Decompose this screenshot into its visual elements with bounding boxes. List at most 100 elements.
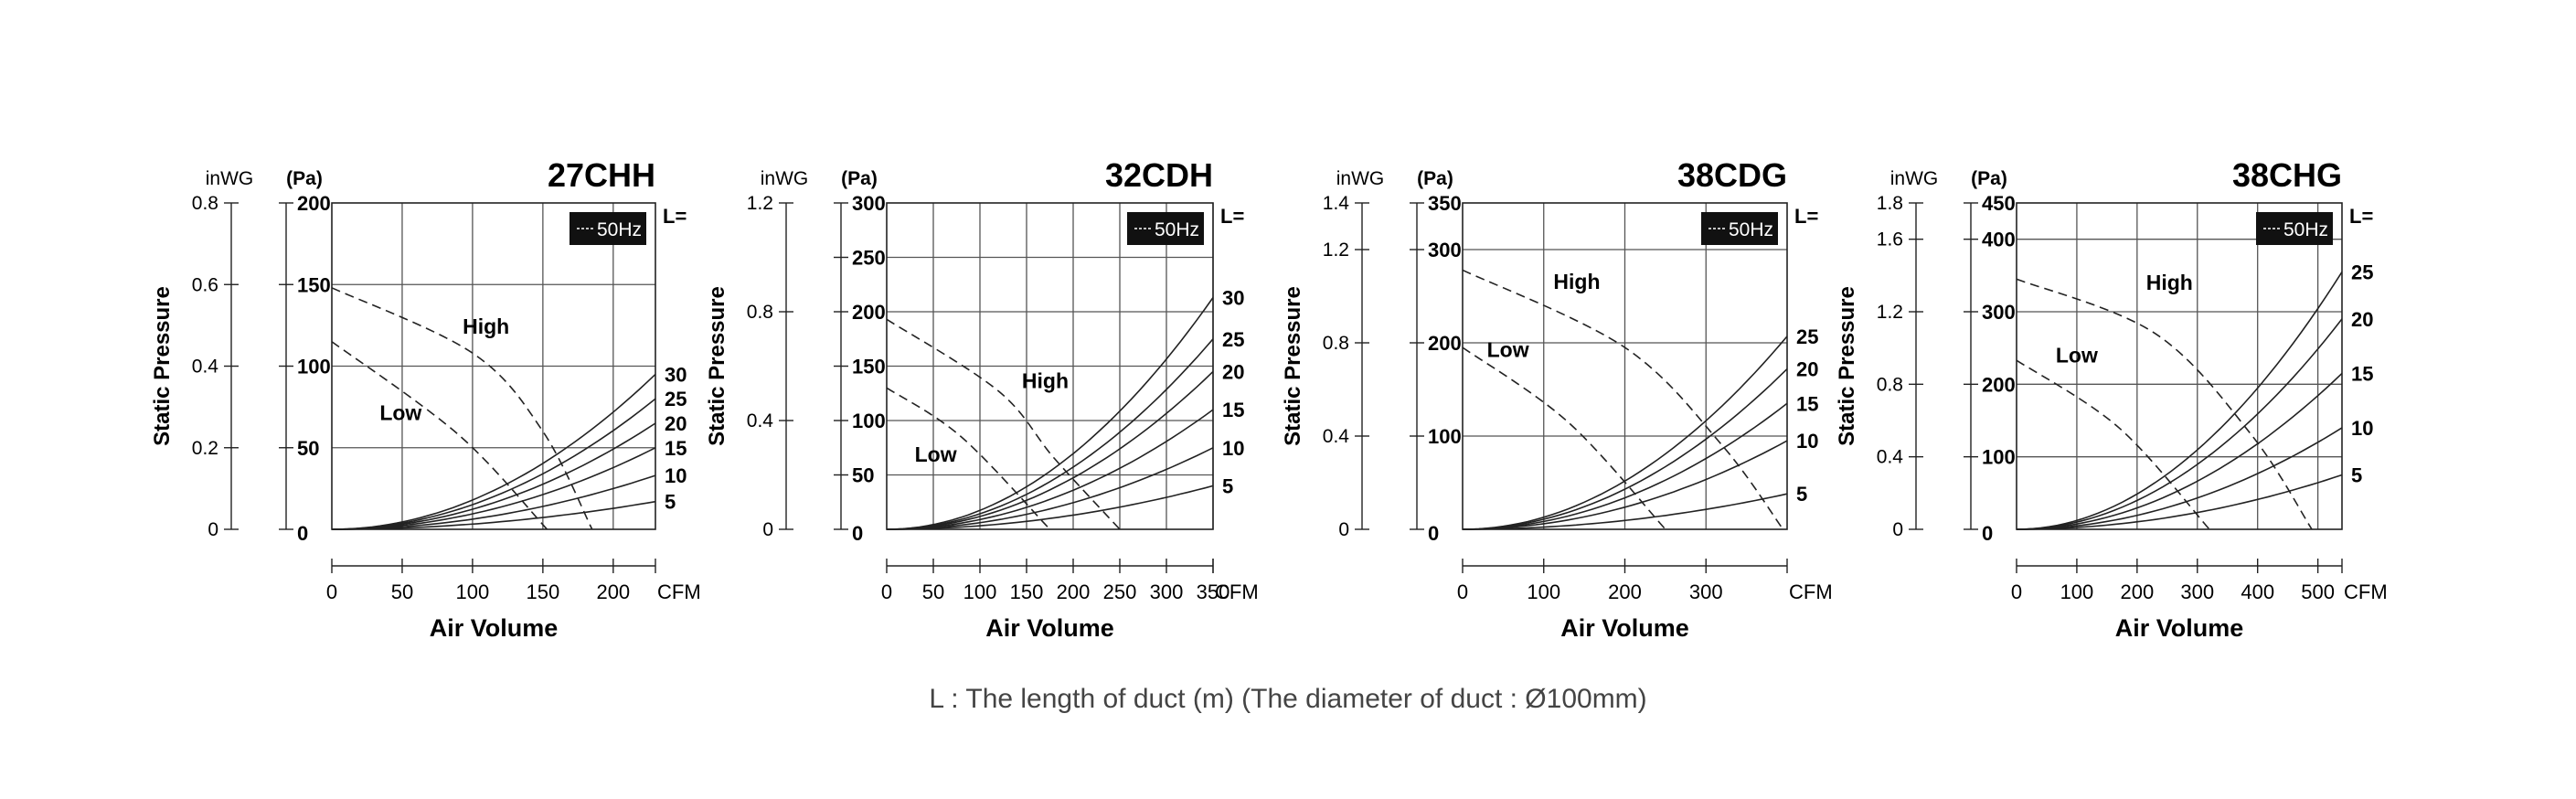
x-tick-label: 150 xyxy=(527,581,560,603)
duct-curve-label: 25 xyxy=(1222,328,1244,351)
inwg-tick-label: 1.2 xyxy=(1877,302,1903,323)
x-tick-label: 100 xyxy=(456,581,490,603)
pa-tick-label: 250 xyxy=(852,247,886,270)
x-tick-label: 0 xyxy=(326,581,337,603)
duct-curve-label: 15 xyxy=(1222,399,1244,421)
pa-tick-label: 50 xyxy=(297,437,319,460)
duct-curve-25 xyxy=(2016,271,2343,530)
fan-curve-low xyxy=(886,387,1051,530)
fan-curve-label: Low xyxy=(379,400,421,424)
inwg-tick-label: 0.8 xyxy=(747,302,773,323)
duct-curve-15 xyxy=(2016,372,2343,530)
x-unit-label: CFM xyxy=(1215,581,1259,603)
pa-tick-label: 350 xyxy=(1428,192,1462,215)
fan-curve-high xyxy=(2016,278,2313,530)
pa-tick-label: 200 xyxy=(1428,332,1462,355)
y-axis-title: Static Pressure xyxy=(1835,286,1859,446)
duct-curve-label: 5 xyxy=(665,491,676,514)
inwg-tick-label: 1.2 xyxy=(1323,240,1349,261)
x-tick-label: 300 xyxy=(1150,581,1184,603)
duct-curve-30 xyxy=(886,297,1214,530)
duct-curve-label: 20 xyxy=(1222,360,1244,383)
duct-curve-15 xyxy=(886,409,1214,530)
pa-unit-label: (Pa) xyxy=(841,168,878,189)
pa-tick-label: 0 xyxy=(1428,522,1439,545)
inwg-tick-label: 0 xyxy=(208,519,218,540)
duct-curve-25 xyxy=(886,338,1214,530)
fan-curve-label: High xyxy=(463,314,509,338)
duct-curve-20 xyxy=(331,422,656,530)
x-tick-label: 250 xyxy=(1103,581,1137,603)
x-tick-label: 300 xyxy=(2180,581,2214,603)
x-axis-title: Air Volume xyxy=(2115,614,2244,642)
inwg-tick-label: 1.4 xyxy=(1323,193,1350,214)
chart-title: 38CDG xyxy=(1677,156,1787,194)
duct-curve-5 xyxy=(332,500,656,530)
fan-curve-label: Low xyxy=(2056,344,2098,368)
fan-curve-label: Low xyxy=(1487,337,1529,361)
duct-curve-label: 5 xyxy=(1222,474,1233,497)
duct-curve-10 xyxy=(2016,427,2343,530)
duct-curve-label: 15 xyxy=(2351,362,2373,385)
duct-curve-label: 15 xyxy=(1796,392,1818,415)
x-tick-label: 100 xyxy=(963,581,997,603)
fan-curve-high xyxy=(1462,269,1784,530)
plot-frame xyxy=(1462,202,1788,530)
duct-curve-label: 10 xyxy=(1796,430,1818,453)
inwg-tick-label: 0.2 xyxy=(192,438,218,459)
pa-tick-label: 0 xyxy=(852,522,863,545)
inwg-tick-label: 1.6 xyxy=(1877,229,1903,250)
legend-label: 50Hz xyxy=(597,219,642,240)
legend-label: 50Hz xyxy=(1155,219,1199,240)
pa-tick-label: 200 xyxy=(852,301,886,324)
y-axis-title: Static Pressure xyxy=(705,286,729,446)
x-unit-label: CFM xyxy=(657,581,701,603)
duct-curve-label: 20 xyxy=(2351,308,2373,331)
inwg-unit-label: inWG xyxy=(206,168,254,189)
pa-tick-label: 50 xyxy=(852,464,874,487)
duct-curve-30 xyxy=(331,373,656,530)
chart-title: 32CDH xyxy=(1105,156,1213,194)
y-axis-title: Static Pressure xyxy=(1281,286,1305,446)
inwg-tick-label: 0 xyxy=(1338,519,1349,540)
pa-tick-label: 300 xyxy=(852,192,886,215)
duct-curve-label: 10 xyxy=(2351,417,2373,440)
inwg-unit-label: inWG xyxy=(1336,168,1385,189)
pa-tick-label: 400 xyxy=(1982,229,2016,251)
duct-curve-label: 25 xyxy=(1796,325,1818,348)
x-tick-label: 100 xyxy=(2060,581,2094,603)
x-tick-label: 200 xyxy=(596,581,630,603)
duct-curve-5 xyxy=(2017,474,2343,530)
x-tick-label: 200 xyxy=(1057,581,1091,603)
duct-curve-10 xyxy=(1462,440,1788,530)
inwg-tick-label: 0.4 xyxy=(1323,426,1350,447)
inwg-unit-label: inWG xyxy=(1890,168,1939,189)
fan-curve-label: High xyxy=(1022,368,1069,392)
duct-curve-5 xyxy=(887,485,1214,530)
x-tick-label: 350 xyxy=(1197,581,1230,603)
inwg-tick-label: 0.4 xyxy=(192,357,219,378)
pa-tick-label: 100 xyxy=(297,356,331,378)
duct-length-label: L= xyxy=(1220,205,1244,228)
chart-title: 27CHH xyxy=(548,156,655,194)
inwg-tick-label: 0 xyxy=(1892,519,1903,540)
pa-unit-label: (Pa) xyxy=(286,168,323,189)
legend-label: 50Hz xyxy=(2283,219,2328,240)
duct-length-label: L= xyxy=(2349,205,2373,228)
duct-curve-label: 20 xyxy=(1796,358,1818,381)
pa-tick-label: 0 xyxy=(297,522,308,545)
x-tick-label: 0 xyxy=(881,581,892,603)
x-tick-label: 500 xyxy=(2301,581,2335,603)
x-tick-label: 300 xyxy=(1689,581,1723,603)
duct-curve-label: 25 xyxy=(2351,261,2373,283)
pa-tick-label: 300 xyxy=(1982,301,2016,324)
inwg-tick-label: 0.8 xyxy=(1323,333,1349,354)
duct-curve-label: 30 xyxy=(665,363,687,386)
inwg-tick-label: 0.8 xyxy=(192,193,218,214)
pa-tick-label: 150 xyxy=(297,273,331,296)
x-tick-label: 100 xyxy=(1527,581,1560,603)
